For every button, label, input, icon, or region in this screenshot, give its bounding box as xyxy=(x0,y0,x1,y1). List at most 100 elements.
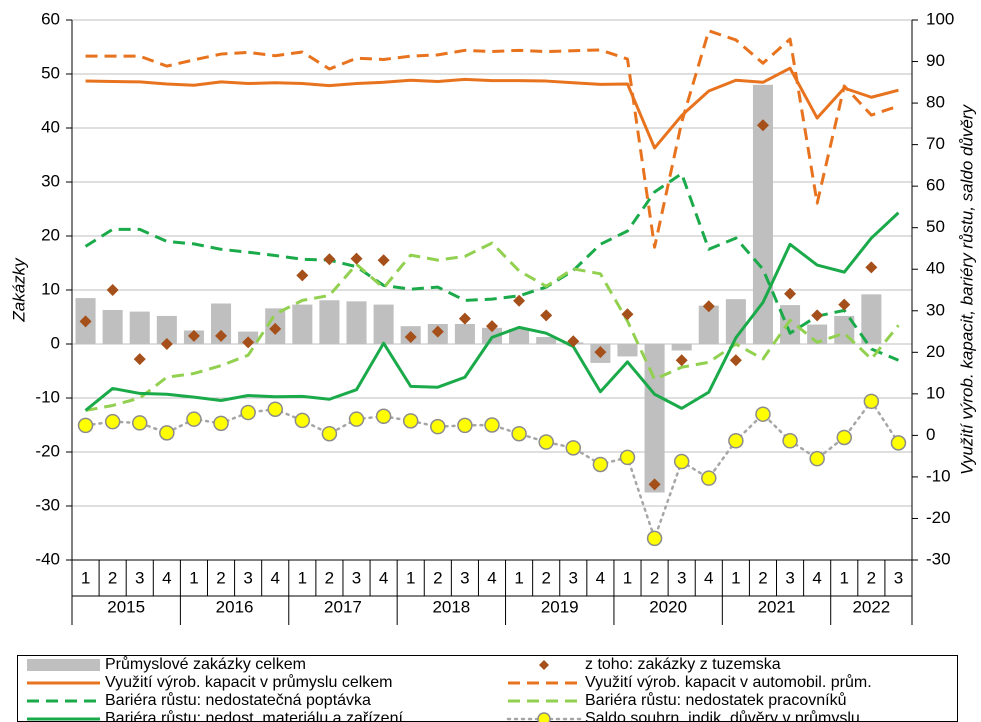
diamond-marker xyxy=(242,336,255,349)
diamond-marker xyxy=(513,294,526,307)
circle-marker xyxy=(186,411,202,427)
legend-label: z toho: zakázky z tuzemska xyxy=(585,656,781,673)
x-group-label: 2020 xyxy=(649,597,687,616)
x-tick-label: 4 xyxy=(704,568,713,587)
x-tick-label: 1 xyxy=(189,568,198,587)
diamond-marker xyxy=(675,354,688,367)
circle-marker xyxy=(159,425,175,441)
x-tick-label: 3 xyxy=(785,568,794,587)
diamond-marker xyxy=(756,119,769,132)
circle-marker xyxy=(890,435,907,451)
diamond-marker xyxy=(404,330,417,343)
y-tick-label: 20 xyxy=(41,225,60,244)
diamond-marker xyxy=(594,346,607,359)
x-tick-label: 3 xyxy=(677,568,686,587)
x-tick-label: 2 xyxy=(758,568,767,587)
line-series xyxy=(84,172,900,362)
diamond-marker xyxy=(838,298,851,311)
x-tick-label: 4 xyxy=(812,568,821,587)
x-tick-label: 3 xyxy=(460,568,469,587)
x-tick-label: 2 xyxy=(650,568,659,587)
circle-marker xyxy=(538,434,554,450)
x-tick-label: 3 xyxy=(352,568,361,587)
diamond-marker xyxy=(133,353,146,366)
y2-tick-label: 40 xyxy=(926,259,945,278)
y2-tick-label: -20 xyxy=(926,508,951,527)
bar xyxy=(129,311,150,344)
y2-tick-label: 90 xyxy=(926,51,945,70)
circle-marker xyxy=(809,450,825,467)
y2-tick-label: 70 xyxy=(926,134,945,153)
y-tick-label: 30 xyxy=(41,171,60,190)
legend-swatch xyxy=(537,712,551,722)
y-tick-label: -30 xyxy=(35,495,60,514)
y-axis-label: Zakázky xyxy=(9,257,28,323)
legend-label: Bariéra růstu: nedostatek pracovníků xyxy=(585,691,846,709)
y2-tick-label: -10 xyxy=(926,466,951,485)
x-group-label: 2017 xyxy=(324,597,362,616)
y2-tick-label: 0 xyxy=(926,425,935,444)
bar xyxy=(454,324,475,344)
circle-marker xyxy=(240,404,256,421)
circle-marker xyxy=(213,415,229,432)
x-tick-label: 2 xyxy=(433,568,442,587)
x-tick-label: 2 xyxy=(216,568,225,587)
circle-marker xyxy=(321,425,338,442)
line-series xyxy=(85,241,900,412)
x-tick-label: 3 xyxy=(135,568,144,587)
x-group-label: 2021 xyxy=(758,597,796,616)
legend-swatch xyxy=(27,659,100,671)
x-tick-label: 1 xyxy=(623,568,632,587)
circle-marker xyxy=(755,406,771,422)
line-series xyxy=(84,211,900,412)
x-tick-label: 2 xyxy=(108,568,117,587)
x-tick-label: 1 xyxy=(731,568,740,587)
circle-marker xyxy=(782,433,798,449)
x-group-label: 2016 xyxy=(216,597,254,616)
diamond-marker xyxy=(323,253,336,266)
legend-label: Bariéra růstu: nedost. materiálu a zaříz… xyxy=(105,709,403,722)
bar xyxy=(780,305,801,344)
circle-marker xyxy=(836,429,853,446)
circle-marker xyxy=(701,470,717,486)
x-tick-label: 4 xyxy=(596,568,605,587)
diamond-marker xyxy=(350,252,363,265)
diamond-marker xyxy=(79,315,92,328)
y-tick-label: 50 xyxy=(41,63,60,82)
y-tick-label: 60 xyxy=(41,9,60,28)
x-group-label: 2018 xyxy=(432,597,470,616)
y-tick-label: 40 xyxy=(41,117,60,136)
circle-marker xyxy=(430,418,446,435)
legend-label: Saldo souhrn. indik. důvěry v průmyslu xyxy=(585,709,860,722)
bar xyxy=(346,301,367,344)
circle-marker xyxy=(402,413,419,429)
circle-marker xyxy=(457,417,473,434)
line-series xyxy=(85,66,899,150)
x-tick-label: 2 xyxy=(541,568,550,587)
legend: Průmyslové zakázky celkem z toho: zakázky… xyxy=(17,655,958,722)
circle-marker xyxy=(77,417,94,434)
x-tick-label: 1 xyxy=(514,568,523,587)
circle-marker xyxy=(565,440,582,456)
diamond-marker xyxy=(431,325,444,338)
y2-tick-label: 10 xyxy=(926,383,945,402)
bar xyxy=(319,300,340,344)
x-tick-label: 1 xyxy=(406,568,415,587)
bar xyxy=(698,305,719,344)
bar xyxy=(509,328,530,344)
bar xyxy=(211,303,232,344)
bar xyxy=(644,344,665,493)
y2-tick-label: 50 xyxy=(926,217,945,236)
y-tick-label: -20 xyxy=(35,441,60,460)
bar xyxy=(292,304,313,344)
y-tick-label: -10 xyxy=(35,387,60,406)
diamond-marker xyxy=(567,335,580,348)
diamond-marker xyxy=(540,309,553,322)
circle-marker xyxy=(619,449,636,466)
diamond-marker xyxy=(811,309,824,322)
diamond-marker xyxy=(458,312,471,325)
x-tick-label: 1 xyxy=(840,568,849,587)
y2-tick-label: -30 xyxy=(926,549,951,568)
x-tick-label: 3 xyxy=(569,568,578,587)
